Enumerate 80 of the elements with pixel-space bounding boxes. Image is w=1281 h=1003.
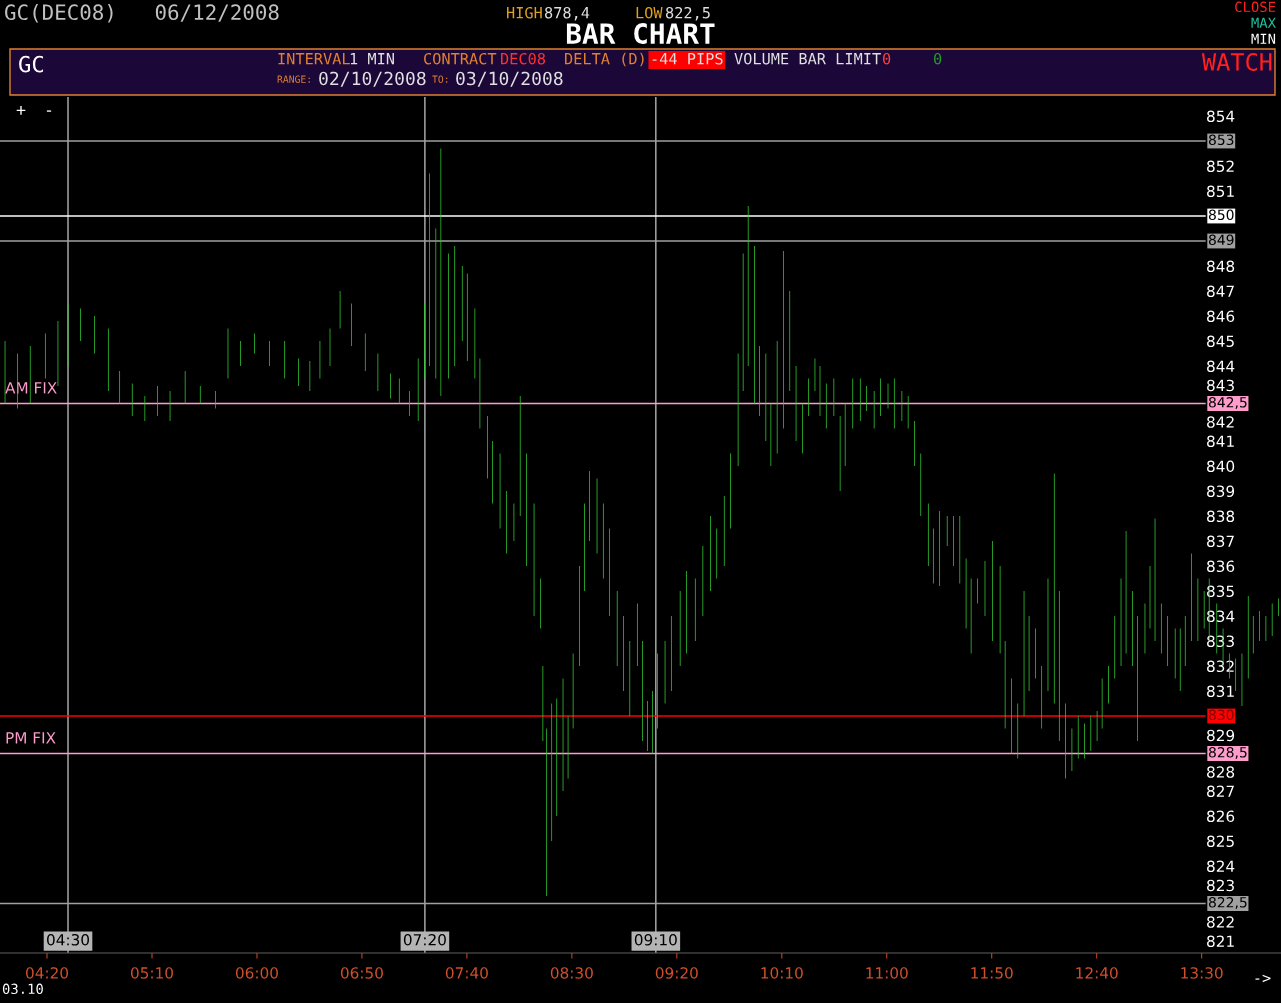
text: DEC08 (501, 52, 546, 65)
text: INTERVAL (278, 53, 350, 65)
text: GC(DEC08) 06/12/2008 (5, 4, 279, 23)
y-tick-label: 842 (1207, 416, 1234, 428)
ref-line-label: 04:30 (47, 933, 90, 946)
ref-line-label: 849 (1208, 234, 1234, 246)
ref-line-label: 842,5 (1208, 397, 1247, 409)
y-tick-label: 833 (1207, 635, 1234, 648)
text: LOW (636, 6, 663, 19)
text: -> (1255, 974, 1271, 983)
y-tick-label: 839 (1207, 485, 1235, 498)
x-tick-label: 11:50 (971, 967, 1013, 979)
y-tick-label: 831 (1207, 685, 1234, 698)
y-tick-label: 828 (1207, 766, 1235, 778)
text: CLOSE (1235, 1, 1276, 13)
x-tick-label: 09:20 (655, 967, 698, 979)
y-tick-label: 827 (1207, 785, 1234, 798)
x-tick-label: 11:00 (866, 967, 908, 979)
y-tick-label: 824 (1207, 860, 1235, 873)
text: WATCH (1201, 53, 1272, 71)
x-tick-label: 08:30 (550, 967, 593, 979)
annotation: PM FIX (6, 732, 56, 744)
text: 822,5 (665, 6, 710, 21)
x-tick-label: 05:10 (130, 967, 173, 979)
x-tick-label: 06:50 (340, 967, 383, 979)
y-tick-label: 851 (1207, 185, 1234, 198)
annotation: - (46, 110, 52, 112)
text: MIN (1251, 33, 1276, 44)
x-tick-label: 07:40 (445, 967, 488, 979)
text: 0 (933, 52, 942, 65)
y-tick-label: 845 (1207, 335, 1234, 348)
text: MAX (1251, 17, 1276, 28)
y-tick-label: 821 (1207, 935, 1234, 948)
y-tick-label: 840 (1207, 460, 1235, 473)
y-tick-label: 837 (1207, 535, 1234, 548)
chart-title: BAR CHART (566, 23, 715, 45)
ref-line-label: 830 (1208, 709, 1234, 721)
ref-line-label: 822,5 (1208, 897, 1247, 909)
y-tick-label: 838 (1207, 510, 1235, 523)
x-tick-label: 04:20 (26, 967, 69, 979)
text: VOLUME BAR LIMIT (734, 52, 881, 65)
y-tick-label: 835 (1207, 585, 1234, 598)
ref-line-label: 850 (1208, 209, 1234, 221)
text: TO: (432, 75, 448, 83)
text: 878,4 (544, 6, 590, 21)
y-tick-label: 854 (1207, 110, 1235, 123)
y-tick-label: 829 (1207, 729, 1235, 742)
ref-line-label: 07:20 (403, 933, 446, 946)
x-tick-label: 12:40 (1076, 967, 1118, 979)
text: RANGE: (277, 75, 310, 83)
y-tick-label: 844 (1207, 360, 1235, 373)
y-tick-label: 848 (1207, 260, 1235, 273)
y-tick-label: 846 (1207, 310, 1235, 323)
text: DELTA (D) (565, 52, 644, 67)
text: 02/10/2008 (319, 71, 426, 87)
y-tick-label: 825 (1207, 835, 1234, 848)
x-tick-label: 13:30 (1181, 967, 1223, 979)
y-tick-label: 826 (1207, 810, 1235, 823)
y-tick-label: 834 (1207, 610, 1235, 623)
text: 03.10 (2, 983, 43, 995)
x-tick-label: 06:00 (235, 967, 278, 979)
text: 03/10/2008 (456, 71, 563, 87)
y-tick-label: 847 (1207, 285, 1234, 298)
annotation: + (16, 106, 26, 115)
y-tick-label: 852 (1207, 160, 1234, 173)
y-tick-label: 836 (1207, 560, 1235, 573)
y-tick-label: 822 (1207, 916, 1234, 928)
y-tick-label: 823 (1207, 879, 1234, 892)
text: CONTRACT (424, 52, 497, 65)
ref-line-label: 09:10 (634, 933, 677, 946)
y-tick-label: 841 (1207, 435, 1234, 448)
ref-line-label: 853 (1208, 134, 1234, 146)
text: GC (19, 55, 44, 73)
y-tick-label: 843 (1207, 379, 1234, 392)
text: 1 MIN (350, 53, 394, 65)
ref-line-label: 828,5 (1208, 747, 1247, 759)
text: -44 PIPS (652, 52, 723, 65)
x-tick-label: 10:10 (761, 967, 803, 979)
text: HIGH (507, 6, 542, 19)
text: 0 (882, 52, 891, 65)
